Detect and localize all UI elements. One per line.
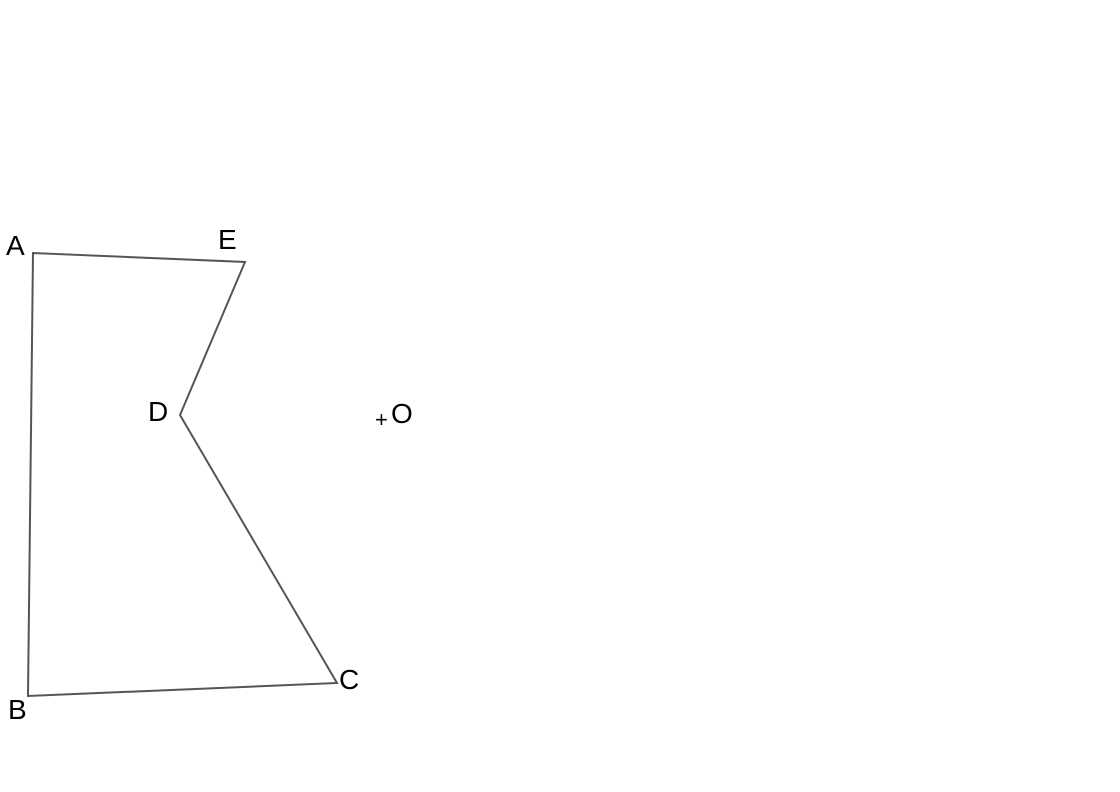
point-label-o: O [391, 398, 413, 430]
point-marker-o: + [375, 409, 388, 431]
vertex-label-b: B [8, 694, 27, 726]
vertex-label-a: A [6, 230, 25, 262]
polygon-abcde [28, 253, 337, 696]
vertex-label-c: C [339, 664, 359, 696]
vertex-label-d: D [148, 396, 168, 428]
vertex-label-e: E [218, 224, 237, 256]
